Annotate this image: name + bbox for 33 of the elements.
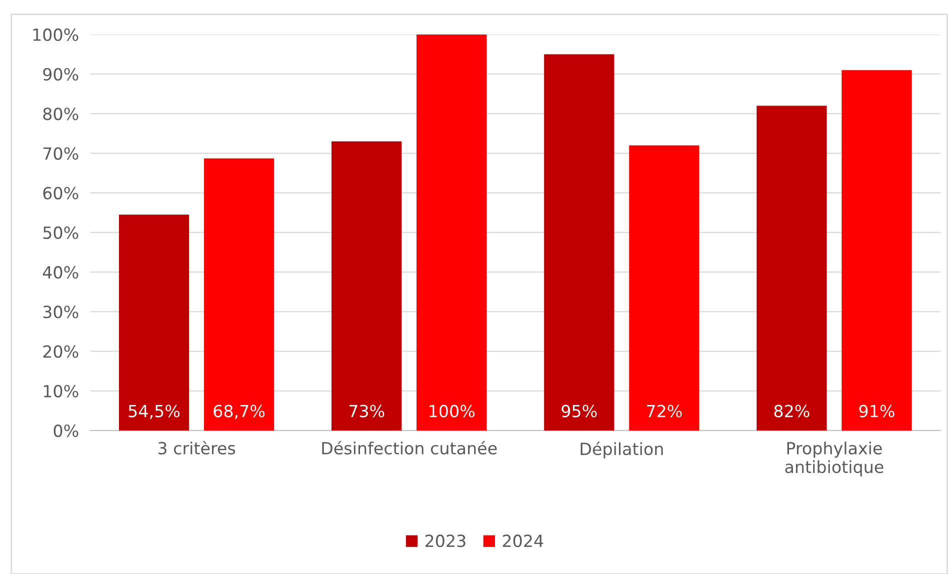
x-tick-label: Prophylaxie antibiotique — [785, 442, 884, 476]
bar — [204, 158, 274, 430]
y-tick-label: 60% — [43, 186, 78, 200]
y-tick-label: 50% — [43, 226, 78, 240]
data-label: 91% — [859, 404, 894, 418]
y-tick-label: 90% — [43, 68, 78, 81]
bar — [544, 54, 614, 430]
bar — [629, 145, 700, 430]
y-tick-label: 20% — [43, 345, 78, 358]
y-tick-label: 80% — [43, 108, 78, 120]
bar — [332, 141, 402, 430]
data-label: 54,5% — [128, 404, 180, 420]
data-label: 73% — [349, 404, 384, 418]
x-tick-label: Dépilation — [580, 442, 663, 458]
y-tick-label: 10% — [44, 384, 78, 398]
data-label: 95% — [562, 404, 597, 418]
y-tick-label: 40% — [42, 266, 78, 279]
data-label: 100% — [430, 404, 475, 418]
bar — [756, 106, 827, 430]
bar — [118, 214, 190, 430]
legend-label: 2024 — [502, 534, 544, 548]
data-label: 68,7% — [214, 404, 265, 420]
y-tick-label: 100% — [33, 28, 78, 42]
data-label: 72% — [647, 404, 682, 418]
data-label: 82% — [774, 404, 810, 418]
bar — [842, 70, 912, 430]
y-tick-label: 30% — [43, 306, 78, 318]
y-tick-label: 0% — [54, 424, 78, 438]
x-tick-label: 3 critères — [158, 440, 236, 455]
y-tick-label: 70% — [43, 147, 78, 160]
bar — [416, 34, 487, 430]
legend-label: 2023 — [425, 534, 466, 548]
x-tick-label: Désinfection cutanée — [322, 440, 497, 455]
